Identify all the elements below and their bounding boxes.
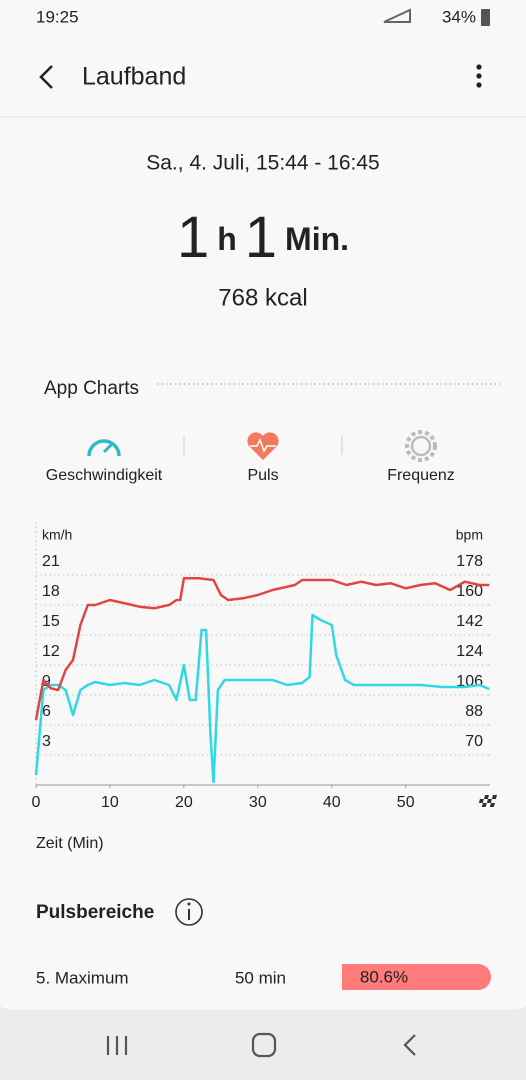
status-battery: 34% <box>442 7 476 26</box>
section-title: App Charts <box>44 378 139 399</box>
y2-tick-label: 88 <box>465 703 483 720</box>
x-axis-label: Zeit (Min) <box>36 835 104 852</box>
workout-duration: 1 h 1 Min. <box>177 205 349 270</box>
y-axis-label: km/h <box>42 527 72 543</box>
y-tick-label: 18 <box>42 583 60 600</box>
zones-title: Pulsbereiche <box>36 902 154 923</box>
hours-unit: h <box>217 221 237 257</box>
y-tick-label: 15 <box>42 613 60 630</box>
zone-time: 50 min <box>235 968 286 987</box>
info-button[interactable] <box>175 898 203 926</box>
y2-tick-label: 124 <box>456 643 483 660</box>
y-tick-label: 6 <box>42 703 51 720</box>
data-line <box>34 613 490 784</box>
hours: 1 <box>177 205 209 270</box>
y-tick-label: 3 <box>42 733 51 750</box>
nav-back-button[interactable] <box>403 1034 416 1056</box>
nav-bar <box>0 1005 526 1080</box>
workout-date: Sa., 4. Juli, 15:44 - 16:45 <box>146 152 379 175</box>
tab-label: Geschwindigkeit <box>46 467 163 484</box>
x-tick-label: 40 <box>323 794 341 811</box>
recents-button[interactable] <box>106 1036 128 1055</box>
y2-tick-label: 70 <box>465 733 483 750</box>
y2-axis-label: bpm <box>456 527 483 543</box>
home-button[interactable] <box>251 1032 277 1058</box>
tab-speed[interactable]: Geschwindigkeit <box>46 439 163 484</box>
tab-label: Puls <box>247 467 278 484</box>
y-tick-label: 21 <box>42 553 60 570</box>
data-line <box>34 577 490 721</box>
x-tick-label: 50 <box>397 794 415 811</box>
x-tick-label: 30 <box>249 794 267 811</box>
tab-pulse[interactable]: Puls <box>247 432 279 484</box>
x-tick-label: 0 <box>32 794 41 811</box>
y2-tick-label: 160 <box>456 583 483 600</box>
finish-flag <box>477 795 497 807</box>
chart: km/h bpm Zeit (Min) 36912151821708810612… <box>32 522 497 852</box>
y-tick-label: 12 <box>42 643 60 660</box>
x-tick-label: 20 <box>175 794 193 811</box>
zone-share: 80.6% <box>360 967 408 986</box>
zone-bar <box>342 964 491 990</box>
screen-title: Laufband <box>82 63 186 91</box>
signal-icon <box>383 8 411 23</box>
minutes-unit: Min. <box>285 221 349 257</box>
tab-cadence[interactable]: Frequenz <box>387 430 455 484</box>
y2-tick-label: 142 <box>456 613 483 630</box>
battery-icon <box>481 9 490 26</box>
minutes: 1 <box>245 205 277 270</box>
more-menu[interactable] <box>476 64 482 88</box>
calories: 768 kcal <box>218 284 307 311</box>
y2-tick-label: 178 <box>456 553 483 570</box>
tab-label: Frequenz <box>387 467 455 484</box>
zone-name: 5. Maximum <box>36 968 129 987</box>
back-button[interactable] <box>39 65 53 89</box>
status-time: 19:25 <box>36 7 79 26</box>
x-tick-label: 10 <box>101 794 119 811</box>
